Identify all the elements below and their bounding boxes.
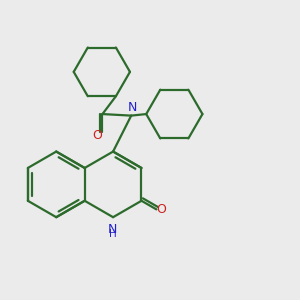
Text: N: N: [108, 224, 117, 236]
Text: O: O: [92, 129, 102, 142]
Text: N: N: [128, 101, 137, 114]
Text: H: H: [109, 229, 116, 239]
Text: O: O: [156, 203, 166, 216]
